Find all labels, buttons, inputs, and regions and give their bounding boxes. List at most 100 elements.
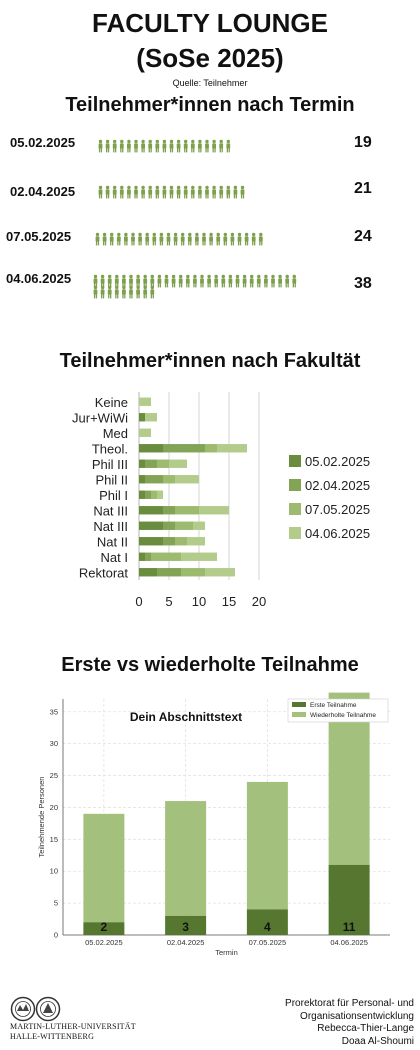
legend-swatch: [289, 527, 301, 539]
person-icon: [129, 285, 133, 299]
person-icon: [122, 285, 126, 299]
legend-label: 04.06.2025: [305, 526, 370, 541]
category-label: Rektorat: [79, 565, 129, 580]
bar-segment: [163, 475, 175, 484]
bar-segment: [205, 444, 217, 453]
person-icon: [180, 232, 185, 246]
x-tick-label: 10: [192, 594, 206, 609]
person-icon: [258, 232, 263, 246]
chart-subtitle: Dein Abschnittstext: [130, 710, 242, 724]
x-tick-label: 15: [222, 594, 236, 609]
credits: Prorektorat für Personal- und Organisati…: [285, 998, 414, 1047]
person-icon: [100, 274, 105, 288]
participation-chart-title: Erste vs wiederholte Teilnahme: [61, 654, 359, 676]
bar-segment: [145, 475, 163, 484]
person-icon: [190, 185, 195, 199]
category-label: Theol.: [92, 441, 128, 456]
person-icon: [119, 185, 124, 199]
person-icon: [155, 185, 160, 199]
person-icon: [251, 232, 256, 246]
person-icon: [221, 274, 226, 288]
person-icon: [105, 185, 110, 199]
person-icon: [136, 274, 140, 288]
person-icon: [141, 139, 145, 153]
pictogram-date-1: 05.02.2025: [10, 135, 76, 150]
bar-segment: [181, 568, 205, 577]
y-tick-label: 20: [50, 803, 58, 812]
pictogram-row: [98, 185, 245, 199]
person-icon: [114, 285, 119, 299]
page-subtitle: (SoSe 2025): [136, 43, 284, 73]
person-icon: [193, 274, 197, 288]
bar-repeat: [165, 801, 207, 916]
person-icon: [116, 232, 121, 246]
category-label: Nat III: [93, 519, 128, 534]
person-icon: [143, 285, 148, 299]
pictogram-count-2: 21: [354, 180, 372, 197]
bar-segment: [145, 459, 157, 468]
person-icon: [150, 285, 155, 299]
person-icon: [271, 274, 275, 288]
bar-segment: [169, 459, 187, 468]
person-icon: [134, 185, 138, 199]
x-tick-label: 04.06.2025: [330, 938, 368, 947]
person-icon: [129, 274, 133, 288]
person-icon: [164, 274, 169, 288]
x-tick-label: 07.05.2025: [249, 938, 287, 947]
bar-segment: [139, 521, 163, 530]
bar-first: [246, 909, 288, 935]
person-icon: [134, 139, 138, 153]
person-icon: [187, 232, 192, 246]
x-tick-label: 02.04.2025: [167, 938, 205, 947]
bar-segment: [157, 490, 163, 499]
person-icon: [162, 139, 167, 153]
person-icon: [214, 274, 219, 288]
bar-segment: [181, 552, 217, 561]
category-label: Phil I: [99, 488, 128, 503]
person-icon: [107, 274, 112, 288]
person-icon: [93, 274, 98, 288]
person-icon: [205, 139, 209, 153]
y-axis-label: Teilnehmende Personen: [37, 777, 46, 858]
bar-segment: [139, 552, 145, 561]
person-icon: [207, 274, 211, 288]
person-icon: [185, 274, 190, 288]
data-label: 11: [343, 920, 356, 934]
person-icon: [183, 139, 188, 153]
person-icon: [93, 285, 98, 299]
category-label: Nat II: [97, 534, 128, 549]
category-label: Phil II: [95, 472, 128, 487]
person-icon: [209, 232, 213, 246]
person-icon: [198, 185, 202, 199]
bar-segment: [139, 568, 157, 577]
university-seal-icon: [10, 996, 61, 1022]
bar-segment: [139, 506, 163, 515]
x-tick-label: 20: [252, 594, 266, 609]
y-tick-label: 0: [54, 931, 58, 940]
person-icon: [183, 185, 188, 199]
university-name: MARTIN-LUTHER-UNIVERSITÄT HALLE-WITTENBE…: [10, 1022, 136, 1041]
person-icon: [249, 274, 254, 288]
person-icon: [212, 185, 216, 199]
legend-swatch: [289, 479, 301, 491]
person-icon: [124, 232, 128, 246]
category-label: Keine: [95, 395, 128, 410]
x-tick-label: 05.02.2025: [85, 938, 123, 947]
bar-segment: [139, 413, 145, 422]
person-icon: [127, 139, 131, 153]
bar-repeat: [246, 781, 288, 910]
person-icon: [176, 139, 181, 153]
person-icon: [264, 274, 268, 288]
x-tick-label: 0: [135, 594, 142, 609]
category-label: Nat III: [93, 503, 128, 518]
bar-repeat: [83, 813, 125, 923]
person-icon: [122, 274, 126, 288]
y-tick-label: 5: [54, 899, 58, 908]
bar-segment: [163, 521, 175, 530]
bar-segment: [139, 428, 151, 437]
person-icon: [173, 232, 178, 246]
legend-label: Erste Teilnahme: [310, 702, 357, 709]
pictogram-row: [95, 232, 263, 246]
legend-swatch: [289, 455, 301, 467]
